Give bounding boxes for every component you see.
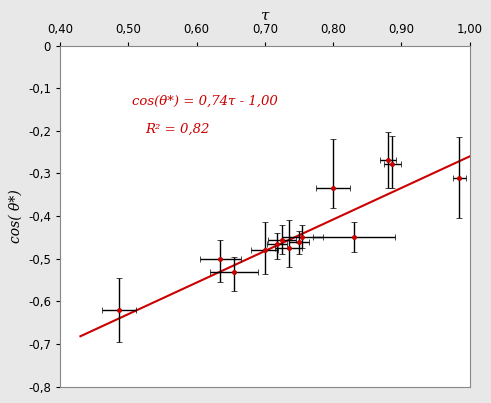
X-axis label: τ: τ	[261, 8, 269, 22]
Text: R² = 0,82: R² = 0,82	[145, 123, 210, 136]
Text: cos(θ*) = 0,74τ - 1,00: cos(θ*) = 0,74τ - 1,00	[132, 95, 277, 108]
Y-axis label: cos( θ*): cos( θ*)	[8, 189, 22, 243]
